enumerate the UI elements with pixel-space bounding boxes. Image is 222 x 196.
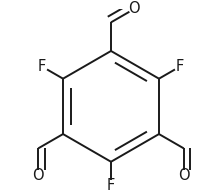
Text: O: O bbox=[178, 168, 190, 183]
Text: F: F bbox=[38, 59, 46, 74]
Text: O: O bbox=[32, 168, 44, 183]
Text: F: F bbox=[107, 178, 115, 193]
Text: F: F bbox=[176, 59, 184, 74]
Text: O: O bbox=[128, 2, 140, 16]
